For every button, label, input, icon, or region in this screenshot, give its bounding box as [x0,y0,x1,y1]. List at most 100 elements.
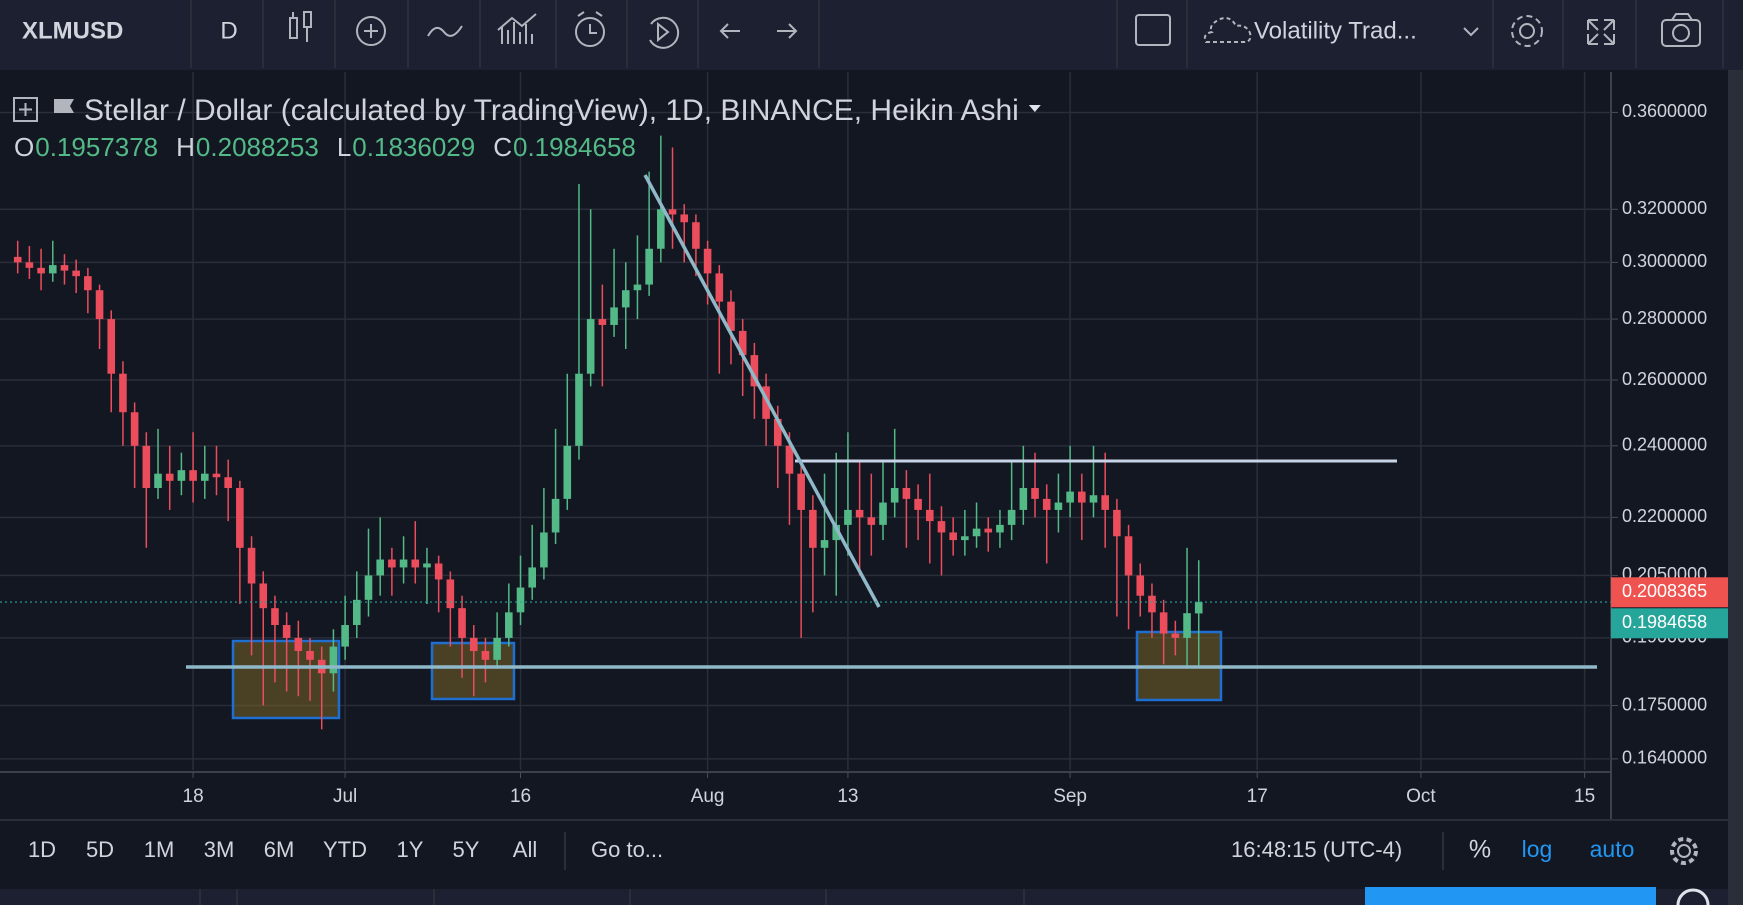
template-name[interactable]: Volatility Trad... [1254,17,1417,44]
chevron-icon[interactable] [1463,27,1479,37]
y-tick-label: 0.1640000 [1622,748,1707,768]
layout-icon[interactable] [1135,14,1171,46]
candle-body [1148,595,1156,613]
candle-body [189,470,197,481]
compare-icon[interactable] [356,16,386,46]
range-button[interactable]: 1Y [397,837,424,862]
candle-body [72,270,80,277]
y-tick-label: 0.1750000 [1622,694,1707,714]
legend-expand-icon[interactable] [13,97,38,122]
y-tick-label: 0.2200000 [1622,506,1707,526]
panel-button[interactable] [1365,887,1656,905]
candle-body [259,583,268,609]
price-marker [1611,608,1728,639]
candle-body [1077,491,1086,503]
candle-body [902,487,911,499]
candle-body [937,521,946,533]
replay-icon[interactable] [649,16,680,49]
candle-body [1136,575,1145,596]
clock: 16:48:15 (UTC-4) [1231,837,1402,862]
candle-body [399,559,408,568]
candle-body [48,265,57,274]
candle-body [329,646,338,674]
range-button[interactable]: 1M [144,837,175,862]
log-toggle[interactable]: log [1522,836,1553,862]
ohlc-value: 0.1984658 [513,132,636,162]
candle-body [247,547,256,584]
candle-body [177,470,186,481]
candle-body [13,256,22,263]
candle-body [1042,498,1051,510]
fullscreen-icon[interactable] [1587,19,1615,45]
range-button[interactable]: 1D [28,837,56,862]
snapshot-icon[interactable] [1661,13,1701,47]
title-dropdown[interactable] [1028,105,1041,112]
bottom-toolbar [0,821,1728,889]
candle-body [657,209,665,249]
trend-lines [186,174,1597,669]
candle-body [972,528,981,537]
panel-icon[interactable] [1676,888,1710,905]
candle-body [925,509,934,522]
range-button[interactable]: 5D [86,837,114,862]
candle-body [200,473,209,481]
symbol[interactable]: XLMUSD [22,17,123,44]
percent-toggle[interactable]: % [1469,836,1491,864]
indicators-icon[interactable] [427,25,463,37]
candle-body [844,509,852,525]
candle-body [493,637,501,660]
range-button[interactable]: 5Y [453,837,480,862]
x-tick-label: Oct [1406,786,1436,807]
candle-body [961,536,969,541]
toolbar-separators [190,0,1724,68]
candle-body [119,373,127,413]
y-tick-label: 0.3000000 [1622,251,1707,271]
y-tick-label: 0.2600000 [1622,369,1707,389]
grid [0,72,1611,770]
candle-body [364,575,373,600]
candle-body [1171,633,1180,638]
candle-body [598,319,607,325]
flag-icon[interactable] [54,98,74,122]
candle-body [832,524,841,541]
goto-button[interactable]: Go to... [591,837,663,862]
range-button[interactable]: YTD [323,837,367,862]
range-button[interactable]: 3M [204,837,235,862]
cloud-icon[interactable] [1203,17,1252,43]
candle-body [130,412,139,446]
axis-settings-icon[interactable] [1670,837,1698,865]
candle-body [423,563,431,568]
candle-body [890,487,899,503]
candle-body [434,563,443,580]
candle-body [879,502,887,525]
candle-body [1089,495,1098,503]
chart-style-icon[interactable] [289,11,312,42]
candle-body [95,290,104,320]
candle-body [867,517,876,525]
undo-icon[interactable] [719,23,740,39]
candle-body [212,473,221,478]
chart-pane [0,70,1728,890]
x-tick-label: Sep [1053,786,1087,807]
candle-body [107,319,116,374]
candle-body [1183,613,1191,638]
candle-body [1066,491,1074,503]
price-marker-label: 0.2008365 [1622,581,1707,601]
range-button[interactable]: 6M [264,837,295,862]
trend-line[interactable] [643,174,881,608]
candle-body [458,608,466,638]
candle-body [516,587,525,613]
candle-body [411,559,420,568]
auto-toggle[interactable]: auto [1590,836,1635,862]
ohlc-value: 0.1836029 [352,132,475,162]
candle-body [1031,487,1039,499]
candle-body [353,599,361,626]
interval[interactable]: D [220,17,237,44]
settings-icon[interactable] [1511,15,1543,47]
candle-body [154,473,162,488]
candle-body [750,355,759,387]
alert-icon[interactable] [575,11,605,47]
templates-icon[interactable] [497,13,537,44]
range-button[interactable]: All [513,837,537,862]
